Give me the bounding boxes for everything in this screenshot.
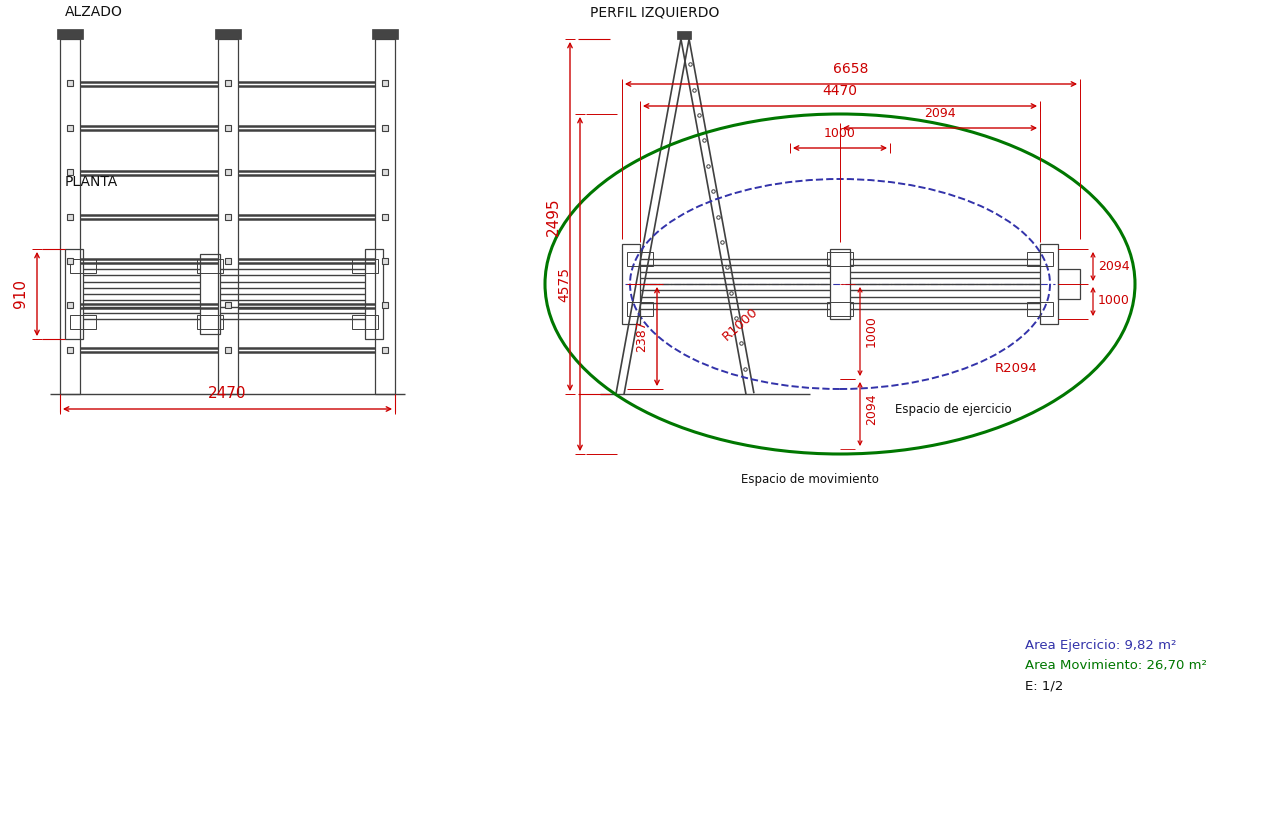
Text: 1000: 1000 — [865, 316, 878, 348]
Text: 2094: 2094 — [865, 393, 878, 425]
Text: 4470: 4470 — [822, 84, 857, 98]
Bar — [200, 254, 219, 334]
Text: 2387: 2387 — [636, 321, 648, 352]
Text: Espacio de ejercicio: Espacio de ejercicio — [895, 402, 1011, 415]
Bar — [66, 249, 83, 339]
Text: R1000: R1000 — [720, 305, 760, 344]
Bar — [627, 302, 653, 316]
Text: ALZADO: ALZADO — [66, 5, 122, 19]
Text: 2094: 2094 — [1098, 260, 1130, 274]
Text: 2495: 2495 — [546, 197, 561, 236]
Bar — [827, 252, 852, 266]
Bar — [677, 31, 691, 39]
Text: 910: 910 — [13, 279, 28, 309]
Text: R2094: R2094 — [995, 362, 1038, 375]
Text: 1000: 1000 — [823, 127, 856, 140]
Bar — [57, 29, 83, 39]
Bar — [352, 259, 378, 273]
Bar — [827, 302, 852, 316]
Text: 1000: 1000 — [1098, 295, 1130, 308]
Bar — [1026, 302, 1053, 316]
Bar — [1040, 244, 1058, 324]
Text: 2470: 2470 — [208, 386, 247, 401]
Bar — [627, 252, 653, 266]
Bar — [214, 29, 241, 39]
Text: PLANTA: PLANTA — [66, 175, 119, 189]
Text: Area Movimiento: 26,70 m²: Area Movimiento: 26,70 m² — [1025, 659, 1207, 672]
Bar — [830, 249, 850, 319]
Bar — [1026, 252, 1053, 266]
Bar — [71, 259, 96, 273]
Bar — [197, 259, 223, 273]
Text: E: 1/2: E: 1/2 — [1025, 680, 1063, 693]
Text: Area Ejercicio: 9,82 m²: Area Ejercicio: 9,82 m² — [1025, 640, 1177, 653]
Bar — [1058, 269, 1079, 299]
Bar — [217, 39, 237, 394]
Bar — [364, 249, 383, 339]
Bar — [71, 315, 96, 329]
Bar — [622, 244, 641, 324]
Bar — [197, 315, 223, 329]
Text: 6658: 6658 — [834, 62, 869, 76]
Text: 4575: 4575 — [557, 266, 571, 301]
Text: PERFIL IZQUIERDO: PERFIL IZQUIERDO — [590, 5, 719, 19]
Bar — [372, 29, 398, 39]
Bar — [61, 39, 79, 394]
Text: 2094: 2094 — [924, 107, 956, 120]
Bar — [352, 315, 378, 329]
Bar — [375, 39, 395, 394]
Text: Espacio de movimiento: Espacio de movimiento — [741, 472, 879, 485]
